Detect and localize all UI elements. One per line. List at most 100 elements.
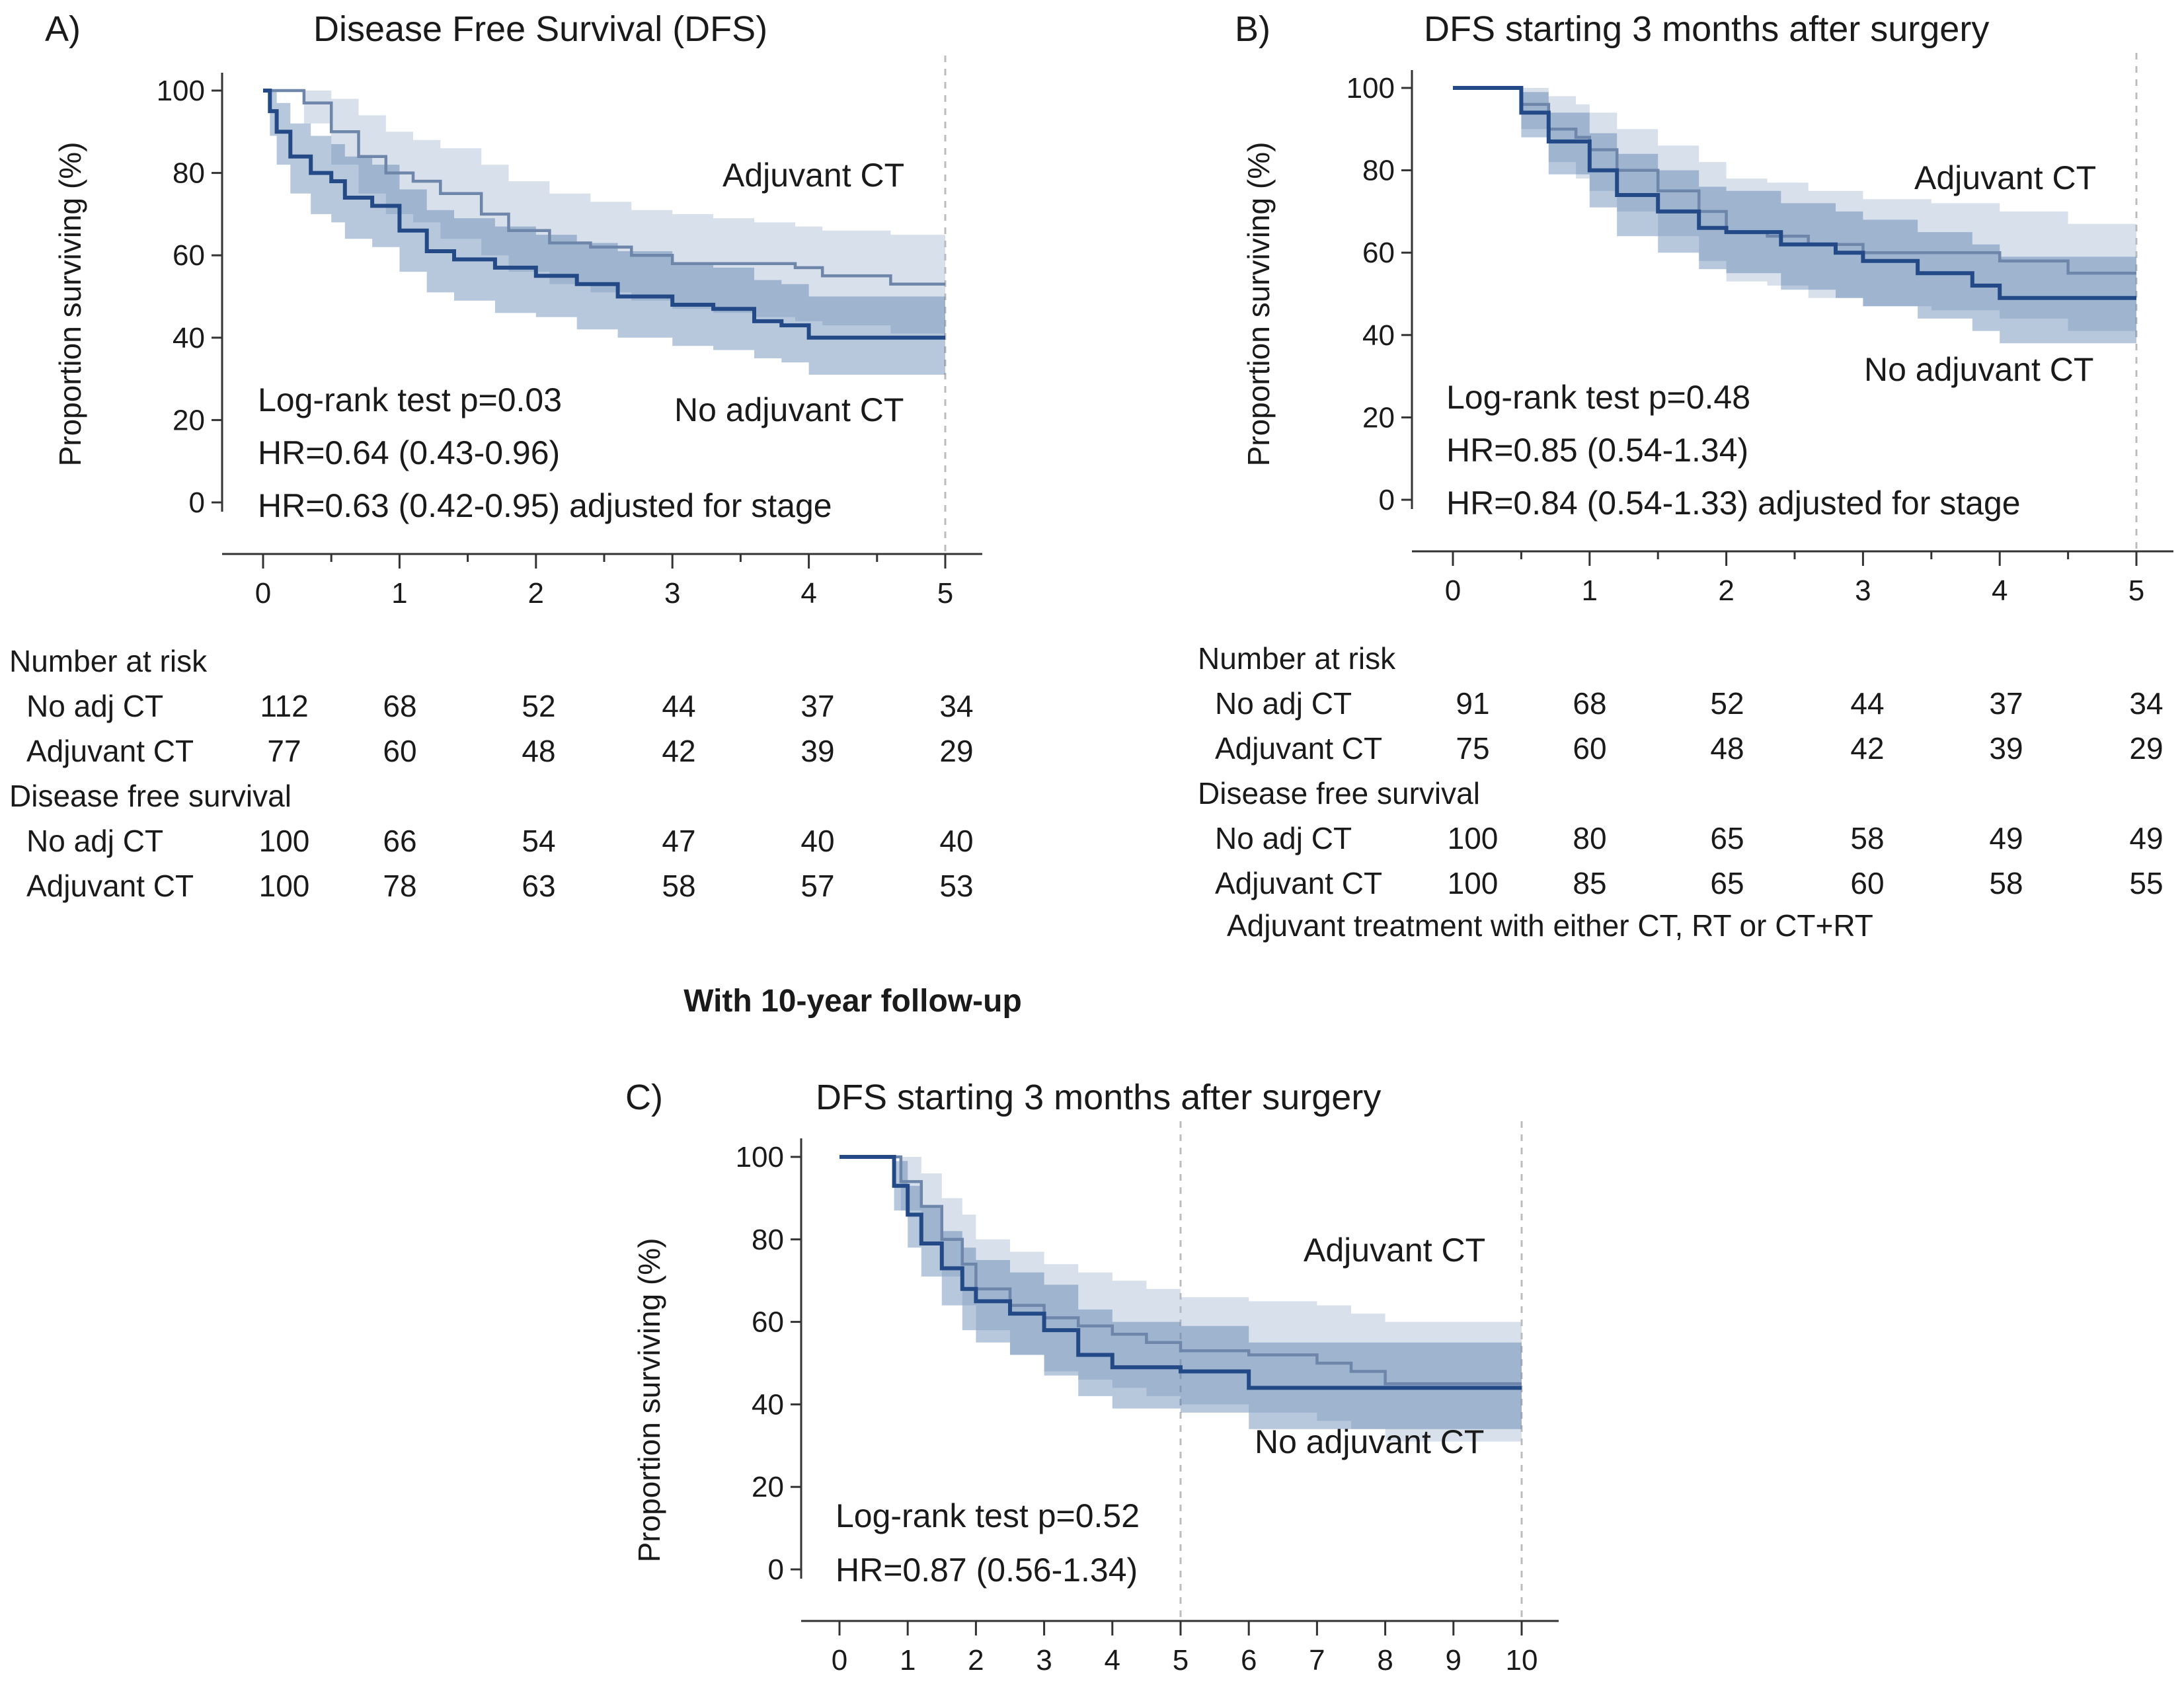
row-label: Adjuvant CT (26, 734, 194, 768)
table-cell: 52 (522, 689, 555, 723)
table-cell: 66 (383, 824, 416, 858)
x-tick-label: 9 (1446, 1644, 1462, 1676)
table-cell: 54 (522, 824, 555, 858)
y-tick-label: 0 (189, 487, 205, 519)
y-axis-label: Proportion surviving (%) (632, 1238, 666, 1563)
no-adjuvant-confidence-band (263, 91, 945, 375)
stats-hr-adjusted: HR=0.63 (0.42-0.95) adjusted for stage (258, 487, 832, 524)
table-cell: 47 (662, 824, 695, 858)
stats-logrank: Log-rank test p=0.52 (836, 1497, 1140, 1534)
stats-hr: HR=0.87 (0.56-1.34) (836, 1552, 1138, 1589)
table-cell: 37 (1989, 686, 2023, 721)
table-cell: 78 (383, 869, 416, 903)
y-tick-label: 0 (768, 1554, 784, 1586)
y-tick-label: 20 (1362, 401, 1395, 434)
no-adjuvant-confidence-band (1453, 88, 2136, 344)
no-adjuvant-survival-line (263, 89, 945, 340)
x-tick-label: 3 (1036, 1644, 1052, 1676)
row-label: No adj CT (26, 824, 163, 858)
table-cell: 53 (939, 869, 973, 903)
table-cell: 49 (1989, 821, 2023, 855)
y-axis-label: Proportion surviving (%) (53, 142, 87, 467)
table-cell: 42 (662, 734, 695, 768)
y-tick-label: 40 (752, 1388, 784, 1421)
adjuvant-series-label: Adjuvant CT (1914, 159, 2096, 196)
table-cell: 91 (1456, 686, 1489, 721)
panel-c: C) DFS starting 3 months after surgery P… (625, 1078, 1559, 1676)
y-tick-label: 100 (1346, 72, 1395, 104)
x-tick-label: 10 (1506, 1644, 1538, 1676)
row-label: No adj CT (1215, 686, 1352, 721)
table-cell: 100 (1448, 866, 1499, 900)
x-tick-label: 4 (1992, 574, 2008, 607)
risk-table-cells: 112 68 52 44 37 34 77 60 48 42 39 29 100 66 54 47 40 40 10… (259, 689, 974, 903)
table-cell: 37 (800, 689, 834, 723)
adjuvant-confidence-band (263, 91, 945, 338)
x-tick-label: 6 (1241, 1644, 1257, 1676)
table-cell: 29 (2129, 731, 2163, 766)
x-tick-label: 2 (1718, 574, 1734, 607)
x-tick-label: 0 (1445, 574, 1461, 607)
x-tick-label: 8 (1377, 1644, 1393, 1676)
y-tick-label: 20 (752, 1471, 784, 1503)
table-cell: 39 (800, 734, 834, 768)
table-cell: 77 (267, 734, 301, 768)
panel-title: Disease Free Survival (DFS) (313, 9, 767, 49)
x-tick-label: 1 (391, 577, 407, 610)
panel-title: DFS starting 3 months after surgery (816, 1078, 1381, 1117)
panel-title: DFS starting 3 months after surgery (1424, 9, 1989, 49)
table-cell: 48 (1710, 731, 1744, 766)
no-adjuvant-survival-line (1453, 86, 2136, 300)
table-cell: 49 (2129, 821, 2163, 855)
table-cell: 29 (939, 734, 973, 768)
y-tick-label: 80 (752, 1224, 784, 1256)
table-cell: 112 (260, 689, 308, 723)
plot-area: 0 20 40 60 80 100 0 1 2 3 4 5 (1346, 53, 2173, 607)
row-label: No adj CT (1215, 821, 1352, 855)
table-cell: 100 (1448, 821, 1499, 855)
table-cell: 63 (522, 869, 555, 903)
table-cell: 100 (259, 824, 310, 858)
table-cell: 60 (1850, 866, 1884, 900)
no-adjuvant-series-label: No adjuvant CT (1255, 1423, 1484, 1460)
table-cell: 68 (1573, 686, 1606, 721)
adjuvant-series-label: Adjuvant CT (1304, 1232, 1485, 1269)
row-label: Adjuvant CT (26, 869, 194, 903)
y-tick-label: 0 (1379, 484, 1395, 516)
table-cell: 40 (939, 824, 973, 858)
x-tick-label: 1 (1582, 574, 1598, 607)
table-cell: 65 (1710, 821, 1744, 855)
table-cell: 48 (522, 734, 555, 768)
y-tick-label: 40 (1362, 319, 1395, 352)
y-tick-label: 100 (157, 75, 205, 107)
table-cell: 57 (800, 869, 834, 903)
table-cell: 52 (1710, 686, 1744, 721)
table-cell: 100 (259, 869, 310, 903)
panel-letter: C) (625, 1078, 663, 1117)
x-tick-label: 7 (1309, 1644, 1325, 1676)
y-axis-label: Proportion surviving (%) (1241, 142, 1276, 467)
stats-hr: HR=0.85 (0.54-1.34) (1446, 432, 1748, 469)
plot-area: 0 20 40 60 80 100 0 1 2 3 4 5 (157, 56, 982, 610)
table-cell: 44 (1850, 686, 1884, 721)
risk-table-cells: 91 68 52 44 37 34 75 60 48 42 39 29 100 80 65 58 49 49 100… (1448, 686, 2164, 900)
y-tick-label: 60 (173, 239, 205, 272)
no-adjuvant-series-label: No adjuvant CT (674, 391, 904, 428)
table-cell: 60 (383, 734, 416, 768)
x-tick-label: 4 (800, 577, 816, 610)
table-cell: 80 (1573, 821, 1606, 855)
table-cell: 44 (662, 689, 695, 723)
risk-table: Number at risk No adj CT Adjuvant CT Dis… (1198, 641, 2164, 943)
y-tick-label: 20 (173, 404, 205, 436)
panel-a: A) Disease Free Survival (DFS) Proportio… (9, 9, 982, 903)
table-cell: 40 (800, 824, 834, 858)
table-cell: 85 (1573, 866, 1606, 900)
stats-logrank: Log-rank test p=0.03 (258, 381, 562, 418)
y-tick-label: 80 (173, 157, 205, 190)
table-cell: 58 (1850, 821, 1884, 855)
table-cell: 60 (1573, 731, 1606, 766)
no-adjuvant-survival-line (839, 1155, 1522, 1390)
dfs-heading: Disease free survival (9, 779, 292, 813)
plot-area: 0 20 40 60 80 100 0 1 2 3 4 5 6 7 8 9 10 (736, 1121, 1559, 1676)
